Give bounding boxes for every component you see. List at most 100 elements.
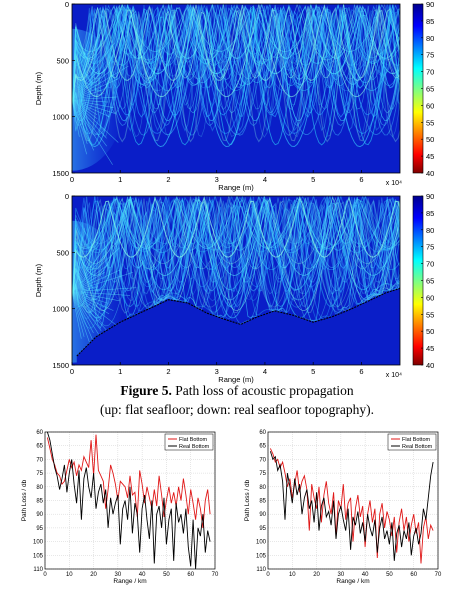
colorbar-tick-label: 90 bbox=[426, 0, 434, 9]
x-axis-label: Range / km bbox=[113, 578, 146, 585]
y-tick-label: 60 bbox=[259, 430, 266, 436]
y-axis-label: Path Loss / db bbox=[244, 479, 251, 521]
y-tick-label: 75 bbox=[36, 471, 43, 477]
ray-arc bbox=[72, 196, 400, 292]
x-tick-label: 50 bbox=[163, 572, 170, 578]
y-tick-label: 0 bbox=[65, 0, 69, 9]
source-ray bbox=[72, 291, 85, 337]
source-ray bbox=[72, 99, 113, 165]
y-tick-label: 110 bbox=[33, 567, 43, 573]
source-ray bbox=[72, 291, 102, 331]
ray-arc bbox=[72, 196, 400, 292]
y-tick-label: 75 bbox=[259, 471, 266, 477]
source-ray bbox=[72, 70, 99, 100]
source-ray bbox=[72, 55, 100, 100]
y-tick-label: 105 bbox=[33, 553, 44, 559]
x-tick-label: 2 bbox=[166, 367, 170, 376]
source-ray bbox=[72, 291, 102, 320]
y-tick-label: 80 bbox=[36, 485, 43, 491]
ray-arc bbox=[72, 196, 400, 292]
y-tick-label: 110 bbox=[256, 567, 266, 573]
x-tick-label: 3 bbox=[215, 175, 219, 184]
colorbar-tick-label: 45 bbox=[426, 152, 434, 161]
source-ray bbox=[72, 291, 82, 339]
source-ray bbox=[72, 264, 109, 293]
source-ray bbox=[72, 287, 137, 293]
legend-label: Flat Bottom bbox=[402, 437, 431, 443]
legend-label: Real Bottom bbox=[402, 444, 433, 450]
y-tick-label: 105 bbox=[256, 553, 267, 559]
ray-arc bbox=[72, 196, 400, 292]
source-ray bbox=[72, 99, 119, 143]
source-ray bbox=[72, 65, 129, 101]
x-tick-label: 0 bbox=[266, 572, 270, 578]
y-tick-label: 70 bbox=[259, 457, 266, 463]
source-ray bbox=[72, 239, 120, 292]
ray-arc bbox=[72, 197, 400, 314]
ray-arc bbox=[72, 4, 400, 100]
y-axis-label: Depth (m) bbox=[34, 71, 43, 105]
series-line bbox=[269, 451, 434, 561]
source-ray bbox=[72, 227, 85, 292]
ray-arc bbox=[72, 7, 400, 100]
x-tick-label: 1 bbox=[118, 175, 122, 184]
colorbar-tick-label: 55 bbox=[426, 310, 434, 319]
source-ray bbox=[72, 78, 119, 101]
colorbar-tick-label: 50 bbox=[426, 135, 434, 144]
x-tick-label: 20 bbox=[90, 572, 97, 578]
x-multiplier: x 10⁴ bbox=[386, 372, 402, 379]
source-ray bbox=[72, 93, 105, 101]
x-tick-label: 40 bbox=[139, 572, 146, 578]
x-tick-label: 5 bbox=[311, 175, 315, 184]
ray-arc bbox=[72, 198, 400, 329]
source-ray bbox=[72, 43, 102, 100]
ray-field bbox=[72, 196, 400, 365]
source-ray bbox=[72, 291, 121, 302]
ray-arc bbox=[72, 4, 400, 100]
x-tick-label: 6 bbox=[359, 367, 363, 376]
y-tick-label: 65 bbox=[259, 444, 266, 450]
source-ray bbox=[72, 99, 94, 151]
ray-arc bbox=[72, 196, 400, 292]
x-tick-label: 70 bbox=[435, 572, 442, 578]
ray-arc bbox=[72, 196, 400, 308]
y-tick-label: 95 bbox=[259, 526, 266, 532]
x-tick-label: 10 bbox=[66, 572, 73, 578]
figure-caption: Figure 5. Path loss of acoustic propagat… bbox=[0, 383, 474, 399]
line-chart-left: 0 10 20 30 40 50 60 70 60 65 70 75 80 85 90 95 100 105 110… bbox=[21, 430, 219, 585]
colorbar-tick-label: 60 bbox=[426, 101, 434, 110]
y-tick-label: 60 bbox=[36, 430, 43, 436]
y-tick-label: 90 bbox=[259, 512, 266, 518]
y-tick-label: 90 bbox=[36, 512, 43, 518]
y-tick-label: 65 bbox=[36, 444, 43, 450]
caption-label: Figure 5. bbox=[120, 383, 172, 398]
ray-arc bbox=[72, 198, 400, 292]
y-axis-label: Path Loss / db bbox=[21, 479, 28, 521]
ray-arc bbox=[72, 4, 400, 107]
colorbar-tick-label: 70 bbox=[426, 68, 434, 77]
ray-arc bbox=[72, 196, 400, 292]
colorbar-tick-label: 70 bbox=[426, 260, 434, 269]
series-line bbox=[269, 448, 434, 564]
source-ray bbox=[72, 99, 88, 145]
x-tick-label: 40 bbox=[362, 572, 369, 578]
ray-arc bbox=[72, 4, 400, 138]
source-ray bbox=[72, 99, 109, 103]
source-ray bbox=[72, 99, 80, 137]
x-axis-label: Range / km bbox=[336, 578, 369, 585]
ray-arc bbox=[72, 198, 400, 314]
ray-arc bbox=[72, 197, 400, 292]
source-ray bbox=[72, 99, 98, 119]
source-ray bbox=[72, 90, 101, 101]
y-axis-label: Depth (m) bbox=[34, 263, 43, 297]
plot-frame bbox=[44, 431, 216, 570]
ray-arc bbox=[72, 196, 400, 292]
x-tick-label: 50 bbox=[386, 572, 393, 578]
y-tick-label: 85 bbox=[36, 499, 43, 505]
legend-label: Flat Bottom bbox=[179, 437, 208, 443]
ray-arc bbox=[72, 4, 400, 100]
ray-arc bbox=[72, 196, 400, 292]
